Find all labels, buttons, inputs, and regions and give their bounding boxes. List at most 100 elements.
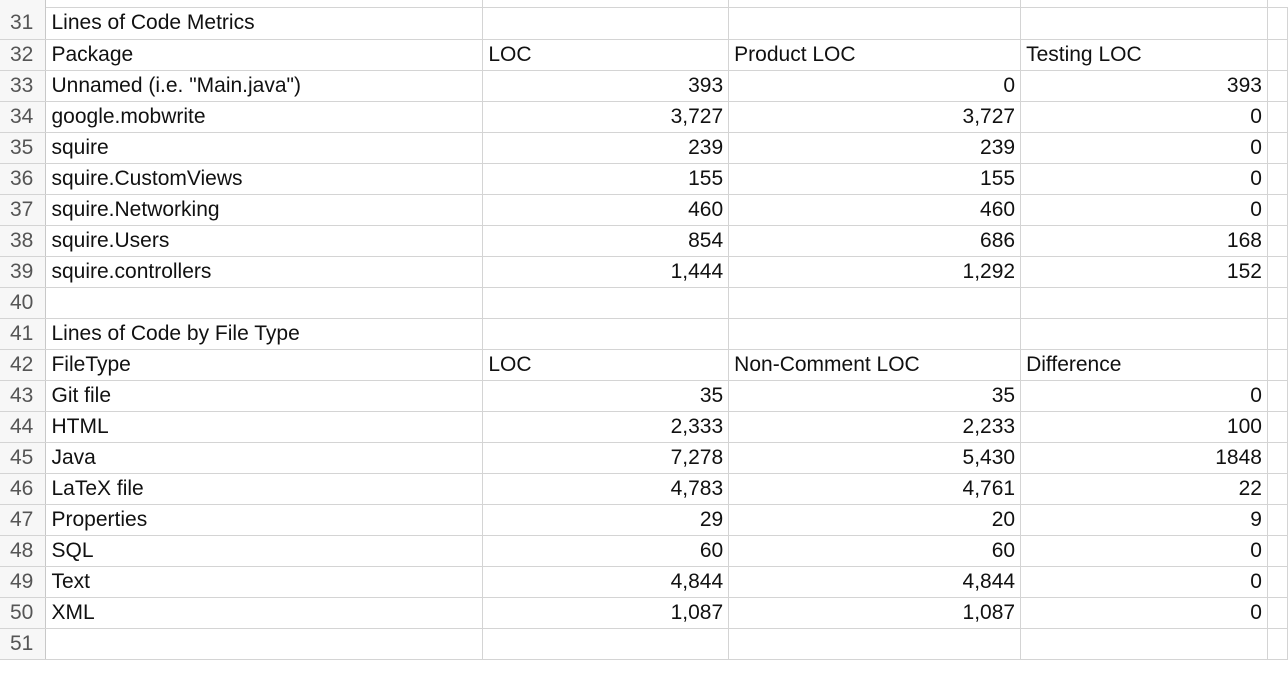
cell-d[interactable]: 393	[1020, 70, 1268, 102]
cell-c[interactable]: 1,087	[728, 597, 1022, 629]
cell-e[interactable]	[1267, 287, 1288, 319]
cell-a[interactable]: HTML	[45, 411, 484, 443]
cell-b[interactable]: 3,727	[482, 101, 730, 133]
row-header[interactable]: 39	[0, 256, 47, 288]
cell-e[interactable]	[1267, 163, 1288, 195]
cell-b[interactable]: 460	[482, 194, 730, 226]
cell-a[interactable]: Git file	[45, 380, 484, 412]
cell-c[interactable]: 35	[728, 380, 1022, 412]
cell-b[interactable]: 35	[482, 380, 730, 412]
cell-a[interactable]: Unnamed (i.e. "Main.java")	[45, 70, 484, 102]
cell-c[interactable]: 686	[728, 225, 1022, 257]
cell-b[interactable]: 29	[482, 504, 730, 536]
cell-e[interactable]	[1267, 8, 1288, 40]
cell-b[interactable]	[482, 287, 730, 319]
row-header[interactable]: 34	[0, 101, 47, 133]
cell-c[interactable]: 60	[728, 535, 1022, 567]
cell-e[interactable]	[1267, 473, 1288, 505]
cell-d[interactable]: 0	[1020, 597, 1268, 629]
cell-c[interactable]: 4,761	[728, 473, 1022, 505]
cell-a[interactable]	[45, 628, 484, 660]
cell-c[interactable]	[728, 628, 1022, 660]
cell-a[interactable]: Lines of Code Metrics	[45, 8, 484, 40]
cell-a[interactable]: squire	[45, 132, 484, 164]
cell-e[interactable]	[1267, 39, 1288, 71]
cell-c[interactable]: Product LOC	[728, 39, 1022, 71]
cell-b[interactable]: 1,087	[482, 597, 730, 629]
row-header[interactable]: 46	[0, 473, 47, 505]
cell-c[interactable]	[728, 318, 1022, 350]
row-header[interactable]: 37	[0, 194, 47, 226]
cell-d[interactable]: 100	[1020, 411, 1268, 443]
row-header[interactable]: 45	[0, 442, 47, 474]
cell-d[interactable]	[1020, 287, 1268, 319]
cell-c[interactable]	[728, 8, 1022, 40]
cell-b[interactable]: 60	[482, 535, 730, 567]
cell-a[interactable]: LaTeX file	[45, 473, 484, 505]
cell-e[interactable]	[1267, 597, 1288, 629]
cell-a[interactable]	[45, 287, 484, 319]
cell-a[interactable]: Lines of Code by File Type	[45, 318, 484, 350]
row-header[interactable]: 42	[0, 349, 47, 381]
cell-e[interactable]	[1267, 225, 1288, 257]
cell-d[interactable]: 168	[1020, 225, 1268, 257]
cell-d[interactable]: 0	[1020, 101, 1268, 133]
cell-a[interactable]: Properties	[45, 504, 484, 536]
row-header[interactable]: 33	[0, 70, 47, 102]
cell-c[interactable]: 1,292	[728, 256, 1022, 288]
cell-b[interactable]: 393	[482, 70, 730, 102]
cell-e[interactable]	[1267, 380, 1288, 412]
cell-e[interactable]	[1267, 349, 1288, 381]
cell-d[interactable]: 0	[1020, 132, 1268, 164]
cell-b[interactable]: 854	[482, 225, 730, 257]
cell-b[interactable]: 7,278	[482, 442, 730, 474]
cell-d[interactable]: 9	[1020, 504, 1268, 536]
cell-b[interactable]	[482, 628, 730, 660]
row-header[interactable]: 41	[0, 318, 47, 350]
row-header[interactable]: 31	[0, 8, 47, 40]
cell-b[interactable]: 2,333	[482, 411, 730, 443]
cell-a[interactable]: squire.CustomViews	[45, 163, 484, 195]
cell-e[interactable]	[1267, 132, 1288, 164]
cell-a[interactable]: google.mobwrite	[45, 101, 484, 133]
cell-a[interactable]: FileType	[45, 349, 484, 381]
cell-d[interactable]	[1020, 8, 1268, 40]
cell-d[interactable]: 0	[1020, 163, 1268, 195]
cell-e[interactable]	[1267, 256, 1288, 288]
cell-b[interactable]: LOC	[482, 39, 730, 71]
cell-d[interactable]: 152	[1020, 256, 1268, 288]
cell-c[interactable]: Non-Comment LOC	[728, 349, 1022, 381]
cell-d[interactable]	[1020, 628, 1268, 660]
row-header[interactable]: 44	[0, 411, 47, 443]
cell-c[interactable]: 0	[728, 70, 1022, 102]
cell-d[interactable]	[1020, 318, 1268, 350]
cell-a[interactable]: Package	[45, 39, 484, 71]
cell-e[interactable]	[1267, 101, 1288, 133]
row-header[interactable]: 47	[0, 504, 47, 536]
cell-b[interactable]: 4,844	[482, 566, 730, 598]
cell-b[interactable]: LOC	[482, 349, 730, 381]
cell-a[interactable]: squire.Users	[45, 225, 484, 257]
row-header[interactable]: 43	[0, 380, 47, 412]
cell-d[interactable]: 0	[1020, 380, 1268, 412]
cell-d[interactable]: 22	[1020, 473, 1268, 505]
row-header[interactable]: 48	[0, 535, 47, 567]
cell-c[interactable]: 155	[728, 163, 1022, 195]
cell-d[interactable]: 0	[1020, 566, 1268, 598]
row-header[interactable]: 50	[0, 597, 47, 629]
cell-e[interactable]	[1267, 70, 1288, 102]
cell-a[interactable]: squire.controllers	[45, 256, 484, 288]
cell-b[interactable]: 1,444	[482, 256, 730, 288]
cell-d[interactable]: Difference	[1020, 349, 1268, 381]
cell-c[interactable]: 239	[728, 132, 1022, 164]
cell-d[interactable]: 0	[1020, 194, 1268, 226]
cell-b[interactable]: 239	[482, 132, 730, 164]
cell-d[interactable]: 1848	[1020, 442, 1268, 474]
cell-a[interactable]: SQL	[45, 535, 484, 567]
cell-c[interactable]: 2,233	[728, 411, 1022, 443]
cell-d[interactable]: 0	[1020, 535, 1268, 567]
cell-e[interactable]	[1267, 535, 1288, 567]
cell-d[interactable]: Testing LOC	[1020, 39, 1268, 71]
cell-a[interactable]: Java	[45, 442, 484, 474]
